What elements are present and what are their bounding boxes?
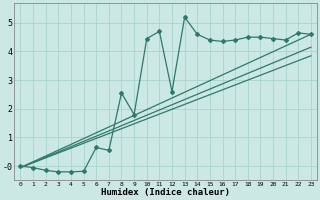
X-axis label: Humidex (Indice chaleur): Humidex (Indice chaleur) (101, 188, 230, 197)
